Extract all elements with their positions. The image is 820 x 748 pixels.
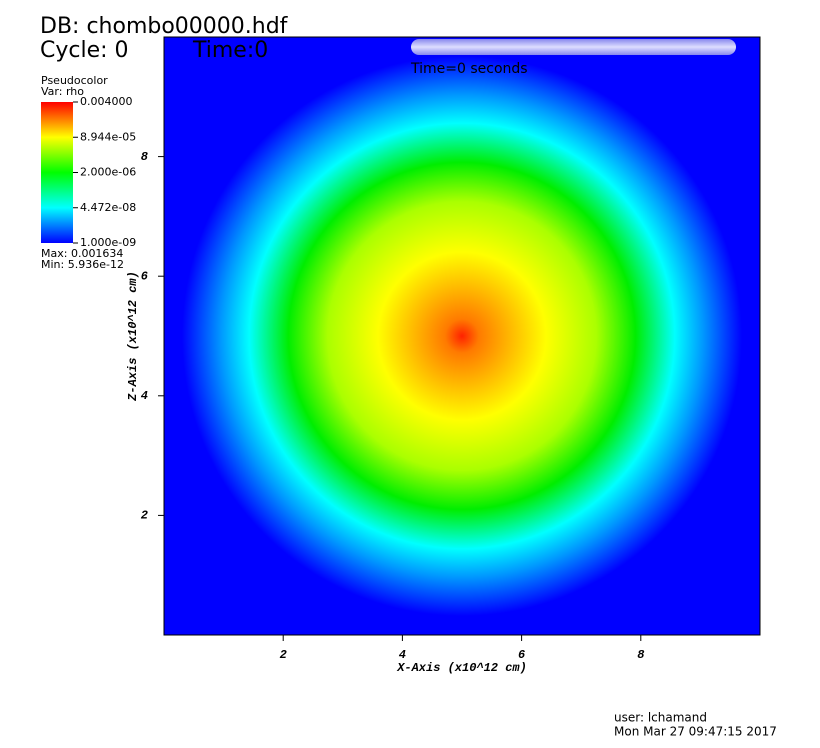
slider-label: Time=0 seconds: [410, 61, 528, 77]
y-axis-label: Z-Axis (x10^12 cm): [126, 271, 140, 402]
plot-frame: [163, 36, 761, 636]
colorbar-tick-label: 2.000e-06: [80, 166, 136, 179]
time-label: Time:0: [192, 38, 268, 63]
user-label: user: lchamand: [614, 711, 707, 725]
cycle-label: Cycle: 0: [40, 38, 129, 63]
legend-variable: Var: rho: [41, 85, 84, 98]
x-tick-label: 6: [518, 648, 525, 662]
x-tick-label: 8: [637, 648, 644, 662]
colorbar-tick-label: 1.000e-09: [80, 236, 136, 249]
pseudocolor-field: [182, 56, 742, 616]
time-slider: [411, 39, 736, 55]
y-tick-label: 2: [141, 509, 148, 523]
colorbar-tick-label: 4.472e-08: [80, 201, 136, 214]
y-tick-label: 4: [141, 389, 148, 403]
y-tick-label: 8: [141, 150, 148, 164]
legend-max: Max: 0.001634: [41, 247, 123, 260]
colorbar-tick-label: 0.004000: [80, 95, 133, 108]
db-label: DB: chombo00000.hdf: [40, 14, 289, 39]
y-tick-label: 6: [141, 269, 148, 283]
legend-min: Min: 5.936e-12: [41, 258, 124, 271]
x-axis-label: X-Axis (x10^12 cm): [396, 661, 527, 675]
colorbar: [41, 102, 73, 243]
legend-title: Pseudocolor: [41, 74, 108, 87]
date-label: Mon Mar 27 09:47:15 2017: [614, 725, 777, 739]
x-tick-label: 2: [280, 648, 287, 662]
x-tick-label: 4: [399, 648, 406, 662]
colorbar-tick-label: 8.944e-05: [80, 130, 136, 143]
